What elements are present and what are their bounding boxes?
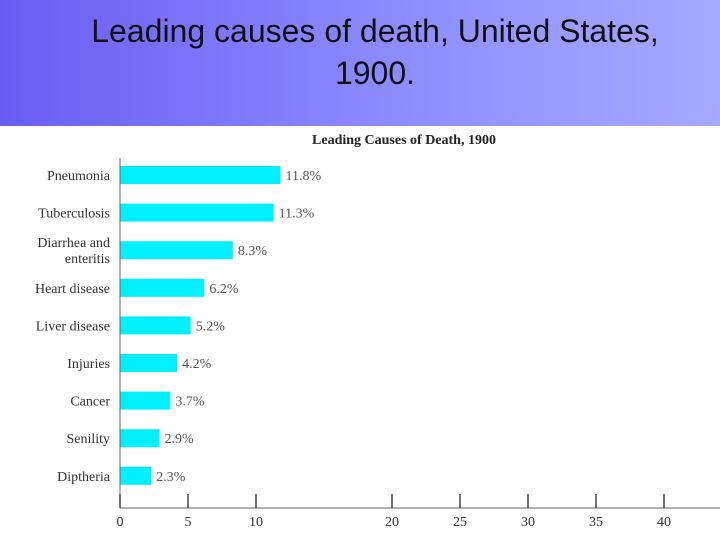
bar-chart: Leading Causes of Death, 1900 11.8% Pneum… — [35, 133, 720, 530]
slide-title: Leading causes of death, United States, … — [30, 10, 720, 94]
data-label: 2.3% — [156, 470, 186, 485]
bar — [120, 429, 160, 448]
data-label: 5.2% — [196, 319, 226, 334]
x-tick-label: 5 — [185, 515, 192, 530]
chart-area: Leading Causes of Death, 1900 11.8% Pneum… — [0, 126, 720, 540]
data-label: 6.2% — [209, 282, 239, 297]
category-label: Heart disease — [35, 282, 110, 297]
bar — [120, 203, 274, 222]
bar — [120, 354, 178, 372]
data-label: 11.3% — [279, 207, 315, 222]
bar — [120, 241, 233, 260]
category-label: Diptheria — [57, 470, 111, 485]
x-tick-label: 10 — [249, 515, 263, 530]
slide-header: Leading causes of death, United States, … — [0, 0, 720, 126]
category-label: Cancer — [70, 395, 110, 410]
data-label: 11.8% — [285, 169, 321, 184]
bar — [120, 166, 281, 184]
data-label: 3.7% — [175, 395, 205, 410]
chart-title: Leading Causes of Death, 1900 — [312, 133, 496, 148]
x-axis: 0510202530354045 — [117, 158, 720, 530]
category-label: Tuberculosis — [38, 207, 110, 222]
x-tick-label: 30 — [521, 515, 535, 530]
category-label: Injuries — [67, 357, 110, 372]
category-label: Senility — [66, 432, 110, 447]
category-label: Liver disease — [36, 319, 110, 334]
bar — [120, 278, 205, 297]
bar — [120, 316, 191, 335]
category-label: Diarrhea and enteritis — [37, 236, 110, 267]
bar — [120, 466, 152, 485]
x-tick-label: 0 — [117, 515, 124, 530]
bars-layer: 11.8% Pneumonia 11.3% Tuberculosis 8.3% Diarr… — [35, 166, 321, 485]
slide-title-line-2: 1900. — [334, 55, 416, 91]
category-label: Pneumonia — [47, 169, 111, 184]
x-tick-label: 25 — [453, 515, 467, 530]
data-label: 8.3% — [238, 244, 268, 259]
x-tick-label: 35 — [589, 515, 603, 530]
data-label: 4.2% — [182, 357, 212, 372]
x-tick-label: 20 — [385, 515, 399, 530]
bar — [120, 391, 171, 410]
x-tick-label: 40 — [657, 515, 671, 530]
data-label: 2.9% — [164, 432, 194, 447]
slide-title-line-1: Leading causes of death, United States, — [91, 13, 659, 49]
